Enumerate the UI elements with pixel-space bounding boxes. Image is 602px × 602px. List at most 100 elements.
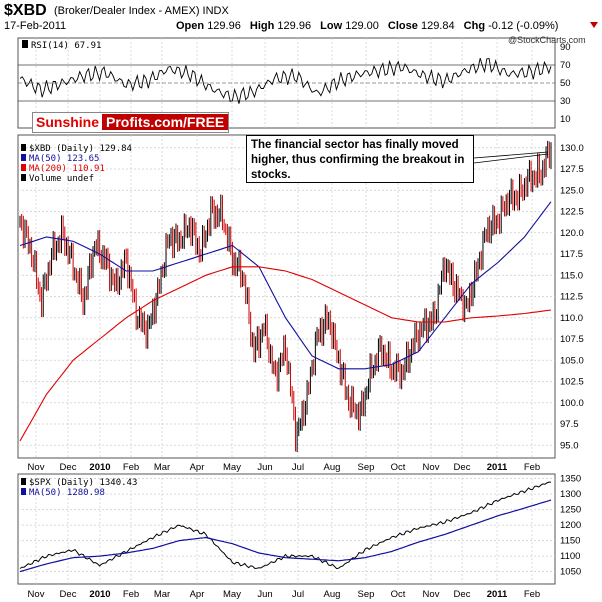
chg-label: Chg (463, 20, 486, 32)
price-month-label: 2011 (487, 462, 508, 473)
price-legend-swatch (21, 144, 26, 151)
spx-tick-label: 1150 (560, 536, 580, 547)
price-tick-label: 107.5 (560, 334, 584, 345)
spx-month-label: 2010 (89, 589, 110, 600)
chg-value: -0.12 (-0.09%) (488, 20, 559, 32)
close-value: 129.84 (420, 20, 455, 32)
rsi-line (19, 57, 552, 104)
spx-month-label: Mar (154, 589, 170, 600)
rsi-tick-label: 30 (560, 96, 571, 107)
spx-month-label: Jun (257, 589, 272, 600)
rsi-legend-swatch (22, 40, 28, 48)
low-label: Low (320, 20, 343, 32)
price-tick-label: 105.0 (560, 355, 584, 366)
spx-legend-swatch (21, 488, 26, 495)
price-tick-label: 130.0 (560, 143, 584, 154)
spx-month-label: Dec (454, 589, 471, 600)
spx-tick-label: 1350 (560, 474, 581, 485)
price-month-label: Dec (454, 462, 471, 473)
price-tick-label: 100.0 (560, 398, 584, 409)
ma200-line (19, 266, 552, 442)
open-label: Open (176, 20, 205, 32)
annotation-box: The financial sector has finally moved h… (246, 135, 474, 183)
close-label: Close (387, 20, 418, 32)
price-month-label: Oct (391, 462, 406, 473)
spx-line (19, 481, 552, 570)
price-month-label: Feb (524, 462, 540, 473)
logo-part2: Profits.com/FREE (102, 114, 229, 130)
price-month-label: Mar (154, 462, 170, 473)
price-legend-swatch (21, 174, 26, 181)
spx-month-label: Jul (292, 589, 304, 600)
annotation-line-3: stocks. (251, 169, 291, 181)
spx-month-label: Feb (524, 589, 540, 600)
spx-legend-item: MA(50) 1280.98 (29, 488, 105, 498)
spx-month-label: Aug (324, 589, 341, 600)
rsi-legend: RSI(14) 67.91 (31, 41, 101, 51)
price-tick-label: 95.0 (560, 440, 579, 451)
low-value: 129.00 (345, 20, 379, 32)
spx-ma-line (19, 499, 552, 573)
spx-panel-frame (17, 473, 556, 585)
spx-month-label: Nov (28, 589, 45, 600)
spx-month-label: 2011 (487, 589, 508, 600)
annotation-pointer (473, 153, 549, 164)
price-month-label: Dec (60, 462, 77, 473)
spx-month-label: May (223, 589, 241, 600)
ohlc-readout: Open 129.96 High 129.96 Low 129.00 Close… (176, 20, 564, 32)
sunshine-profits-logo: Sunshine Profits.com/FREE (32, 112, 230, 133)
spx-month-label: Apr (190, 589, 205, 600)
spx-month-label: Feb (123, 589, 139, 600)
price-tick-label: 110.0 (560, 313, 583, 324)
price-legend-item: Volume undef (29, 174, 94, 184)
rsi-tick-label: 50 (560, 78, 571, 89)
rsi-tick-label: 70 (560, 60, 571, 71)
spx-tick-label: 1250 (560, 505, 581, 516)
price-tick-label: 120.0 (560, 228, 584, 239)
spx-month-label: Sep (358, 589, 375, 600)
high-label: High (249, 20, 275, 32)
annotation-line-1: The financial sector has finally moved (251, 139, 459, 151)
open-value: 129.96 (207, 20, 241, 32)
rsi-tick-label: 90 (560, 42, 571, 53)
spx-tick-label: 1300 (560, 489, 581, 500)
rsi-tick-label: 10 (560, 114, 571, 125)
price-tick-label: 115.0 (560, 270, 583, 281)
symbol-title: $XBD (4, 2, 47, 19)
price-tick-label: 97.5 (560, 419, 579, 430)
price-month-label: Apr (190, 462, 205, 473)
high-value: 129.96 (277, 20, 312, 32)
price-legend-item: MA(200) 110.91 (29, 164, 105, 174)
price-month-label: Nov (423, 462, 440, 473)
price-tick-label: 117.5 (560, 249, 583, 260)
price-tick-label: 125.0 (560, 185, 584, 196)
price-month-label: 2010 (89, 462, 110, 473)
spx-tick-label: 1200 (560, 520, 581, 531)
down-arrow-icon (590, 22, 598, 28)
price-legend-item: $XBD (Daily) 129.84 (29, 144, 132, 154)
annotation-pointer (473, 151, 549, 159)
ma50-line (19, 201, 552, 370)
price-month-label: Feb (123, 462, 139, 473)
spx-tick-label: 1100 (560, 551, 580, 562)
spx-tick-label: 1050 (560, 567, 581, 578)
price-month-label: Sep (358, 462, 375, 473)
symbol-description: (Broker/Dealer Index - AMEX) INDX (54, 5, 229, 17)
stockcharts-credit: @StockCharts.com (508, 35, 586, 45)
spx-month-label: Oct (391, 589, 406, 600)
price-tick-label: 127.5 (560, 164, 584, 175)
price-month-label: Aug (324, 462, 341, 473)
price-legend-swatch (21, 154, 26, 161)
price-legend-swatch (21, 164, 26, 171)
price-legend-item: MA(50) 123.65 (29, 154, 99, 164)
spx-month-label: Dec (60, 589, 77, 600)
price-month-label: Jul (292, 462, 304, 473)
price-tick-label: 122.5 (560, 207, 584, 218)
spx-month-label: Nov (423, 589, 440, 600)
spx-legend-swatch (21, 478, 26, 485)
price-month-label: Jun (257, 462, 272, 473)
chart-date: 17-Feb-2011 (4, 20, 67, 32)
price-tick-label: 112.5 (560, 292, 583, 303)
logo-part1: Sunshine (36, 114, 100, 130)
